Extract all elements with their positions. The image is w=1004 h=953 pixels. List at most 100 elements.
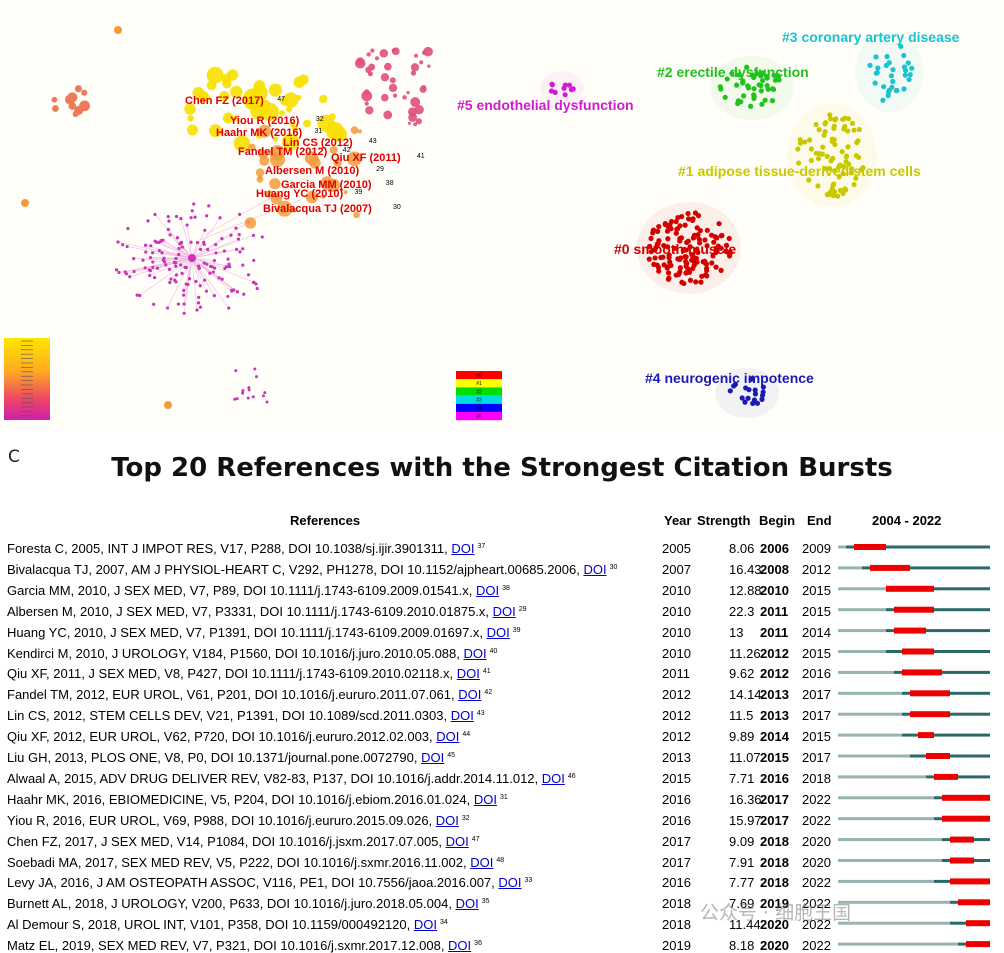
network-a-node <box>174 273 179 277</box>
network-b-node <box>665 264 671 270</box>
network-b-node <box>906 76 912 83</box>
reference-number: 34 <box>439 919 448 927</box>
network-a-node <box>227 306 231 310</box>
doi-link[interactable]: DOI <box>456 666 480 682</box>
network-a-node <box>269 178 281 190</box>
network-b-node <box>693 247 699 254</box>
burst-inactive-segment <box>838 545 846 549</box>
network-b-node <box>830 193 837 199</box>
doi-link[interactable]: DOI <box>451 541 475 556</box>
doi-link[interactable]: DOI <box>541 770 565 786</box>
network-b-node <box>851 127 857 133</box>
network-a-node <box>206 80 217 91</box>
reference-number: 35 <box>481 898 490 906</box>
burst-segment <box>942 815 990 822</box>
network-a-edge <box>163 257 193 261</box>
network-b-legend: #0 #1 #2 #3 #4 #5 <box>456 371 502 421</box>
cell-year: 2016 <box>662 875 691 891</box>
network-a-node <box>265 190 274 198</box>
reference-number: 29 <box>518 605 527 613</box>
network-a-node <box>357 129 362 134</box>
burst-inactive-segment <box>838 608 886 612</box>
table-row: Qiu XF, 2011, J SEX MED, V8, P427, DOI 1… <box>7 666 491 681</box>
network-b-node <box>718 267 724 273</box>
network-b-node <box>829 186 835 192</box>
network-b-legend-swatch <box>456 387 502 396</box>
burst-segment <box>854 544 886 550</box>
network-b-node <box>726 235 732 242</box>
burst-active-segment <box>934 817 990 821</box>
reference-number: 48 <box>496 856 505 864</box>
network-b-node <box>890 67 896 73</box>
network-b-node <box>742 399 748 405</box>
doi-link[interactable]: DOI <box>448 938 472 953</box>
cell-end: 2015 <box>802 603 831 619</box>
doi-link[interactable]: DOI <box>421 750 445 765</box>
network-b-node <box>735 100 741 107</box>
doi-link[interactable]: DOI <box>475 582 500 598</box>
burst-segment <box>934 773 958 780</box>
panel-letter-c: C <box>8 447 20 467</box>
network-b-node <box>740 78 746 84</box>
network-b-node <box>682 222 688 228</box>
network-a-node <box>423 46 433 57</box>
network-b-node <box>675 215 681 221</box>
doi-link[interactable]: DOI <box>413 917 437 933</box>
doi-link[interactable]: DOI <box>458 687 482 703</box>
network-a-node <box>167 219 171 223</box>
doi-link[interactable]: DOI <box>463 645 487 661</box>
network-a-node <box>175 236 180 240</box>
network-b-node <box>889 84 895 90</box>
reference-number: 41 <box>482 668 491 676</box>
network-b-node <box>683 270 689 276</box>
network-b-node <box>822 165 828 172</box>
network-b-node <box>845 144 851 150</box>
cell-year: 2013 <box>662 750 691 765</box>
doi-link[interactable]: DOI <box>445 833 469 849</box>
doi-link[interactable]: DOI <box>470 854 494 870</box>
network-b-node <box>745 395 751 401</box>
network-b-node <box>881 84 887 90</box>
network-b-legend-swatch <box>456 412 502 421</box>
network-a-node <box>214 251 218 255</box>
doi-link[interactable]: DOI <box>450 708 474 724</box>
doi-link[interactable]: DOI <box>492 603 516 619</box>
network-a-node <box>196 301 201 305</box>
network-a-node <box>244 217 257 229</box>
network-b-node <box>831 123 837 129</box>
burst-active-segment <box>934 879 990 883</box>
reference-text: Foresta C, 2005, INT J IMPOT RES, V17, P… <box>7 541 452 556</box>
network-a-node <box>303 119 311 128</box>
table-row: Matz EL, 2019, SEX MED REV, V7, P321, DO… <box>7 938 482 953</box>
doi-link[interactable]: DOI <box>486 624 510 640</box>
burst-active-segment <box>902 733 990 737</box>
network-a-label: Fandel TM (2012) <box>238 146 328 158</box>
network-a-node <box>407 121 411 125</box>
network-a-node <box>260 235 264 239</box>
network-a-label: Haahr MK (2016) <box>216 127 303 139</box>
network-b-node <box>873 54 879 60</box>
doi-link[interactable]: DOI <box>473 791 497 807</box>
network-b-node <box>702 237 708 243</box>
network-b-node <box>732 381 738 387</box>
network-b-node <box>856 126 862 133</box>
network-b-node <box>673 219 679 225</box>
network-b-node <box>704 243 710 249</box>
burst-active-segment <box>886 629 990 633</box>
network-a-node <box>164 401 172 409</box>
network-b-node <box>839 149 845 155</box>
network-b-node <box>703 261 710 267</box>
doi-link[interactable]: DOI <box>583 561 607 577</box>
doi-link[interactable]: DOI <box>435 812 459 828</box>
cell-year: 2018 <box>662 917 691 933</box>
doi-link[interactable]: DOI <box>498 875 522 891</box>
network-b-legend-swatch <box>456 379 502 388</box>
burst-segment <box>870 564 910 571</box>
burst-inactive-segment <box>838 670 894 674</box>
network-a-node <box>160 251 164 255</box>
doi-link[interactable]: DOI <box>455 896 479 912</box>
network-b-node <box>727 250 733 256</box>
network-a-node <box>51 96 58 103</box>
cell-year: 2015 <box>662 770 691 786</box>
doi-link[interactable]: DOI <box>436 729 460 745</box>
